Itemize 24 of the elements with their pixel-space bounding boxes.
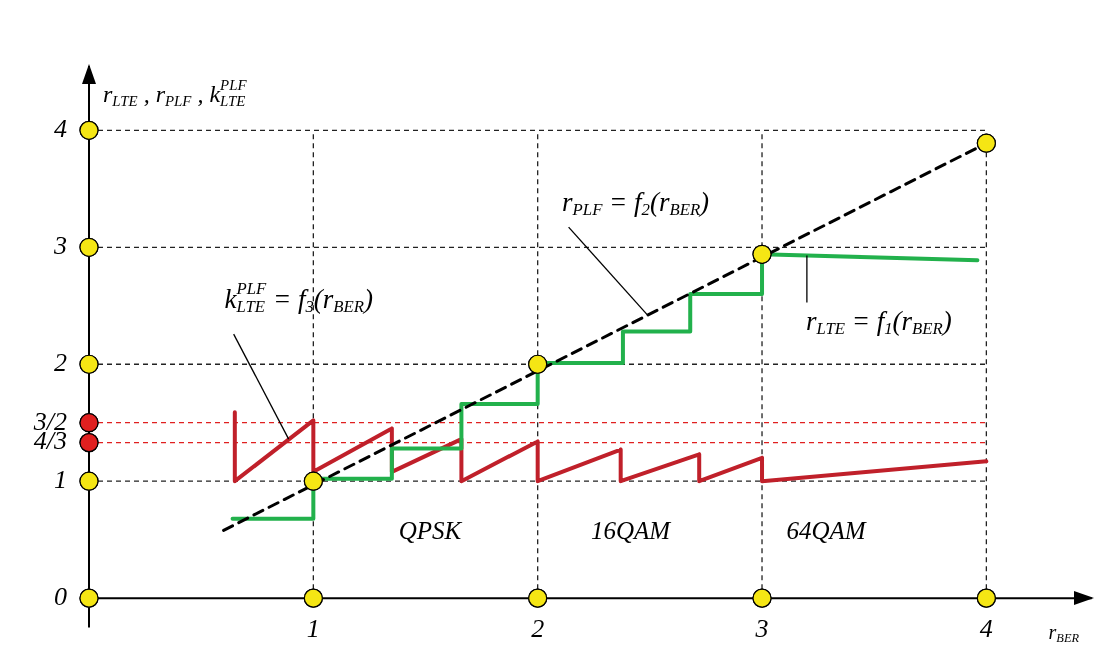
y-tick-label: 0: [54, 581, 67, 611]
annotation: QPSK: [398, 516, 463, 544]
point: [303, 588, 323, 608]
point: [79, 471, 99, 491]
annotation: 16QAM: [590, 516, 672, 544]
point: [79, 588, 99, 608]
y-tick-label: 2: [54, 348, 67, 378]
y-tick-label: 1: [54, 465, 67, 495]
x-tick-label: 2: [531, 613, 545, 643]
y-tick-label: 4: [54, 114, 67, 144]
y-tick-label: 3: [53, 231, 67, 261]
point: [528, 588, 548, 608]
point: [79, 237, 99, 257]
x-tick-label: 1: [306, 613, 320, 643]
point: [303, 471, 323, 491]
annotation: 64QAM: [786, 516, 867, 544]
point: [79, 354, 99, 374]
point: [79, 433, 99, 453]
point: [79, 413, 99, 433]
point: [79, 120, 99, 140]
x-tick-label: 3: [754, 613, 769, 643]
x-tick-label: 4: [979, 613, 993, 643]
point: [976, 588, 996, 608]
point: [752, 588, 772, 608]
